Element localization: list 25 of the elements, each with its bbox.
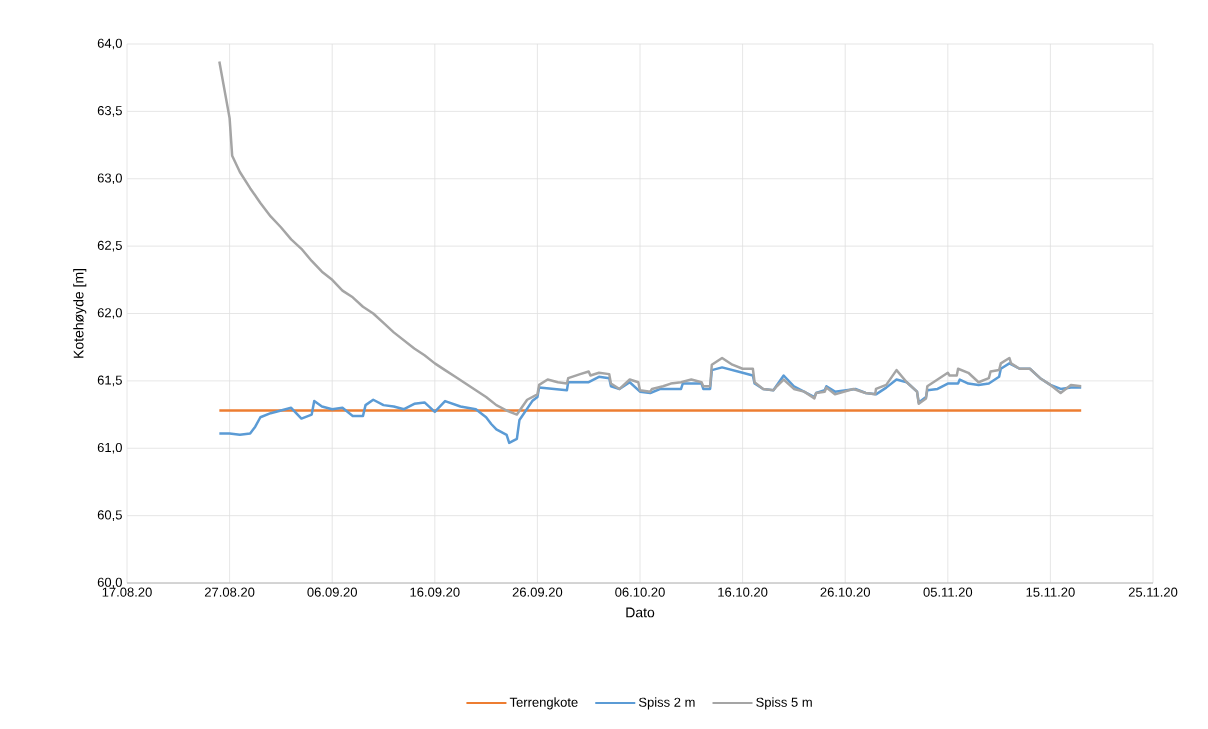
legend-label: Spiss 5 m	[756, 697, 812, 710]
legend-label: Spiss 2 m	[638, 697, 695, 710]
x-tick-label: 25.11.20	[1128, 587, 1178, 597]
x-axis-title: Dato	[626, 607, 655, 618]
y-tick-label: 60,0	[97, 577, 122, 589]
x-tick-label: 26.09.20	[512, 587, 563, 597]
x-tick-label: 16.10.20	[718, 587, 768, 597]
x-tick-label: 26.10.20	[820, 587, 870, 597]
y-axis-title: Kotehøyde [m]	[73, 268, 87, 358]
y-tick-label: 63,0	[97, 173, 122, 185]
x-tick-label: 17.08.20	[102, 587, 152, 597]
x-tick-label: 06.10.20	[615, 587, 665, 597]
y-tick-label: 61,5	[97, 375, 122, 387]
y-tick-label: 62,0	[97, 308, 122, 319]
y-tick-label: 63,5	[97, 106, 122, 117]
x-tick-label: 27.08.20	[204, 587, 255, 597]
y-tick-label: 62,5	[97, 240, 122, 252]
y-tick-label: 61,0	[97, 442, 122, 454]
y-tick-label: 64,0	[97, 38, 122, 50]
x-tick-label: 05.11.20	[923, 587, 973, 597]
x-tick-label: 15.11.20	[1026, 587, 1075, 597]
y-tick-label: 60,5	[97, 510, 122, 521]
x-tick-label: 06.09.20	[307, 587, 357, 597]
x-tick-label: 16.09.20	[410, 587, 460, 597]
legend-label: Terrengkote	[509, 697, 578, 710]
